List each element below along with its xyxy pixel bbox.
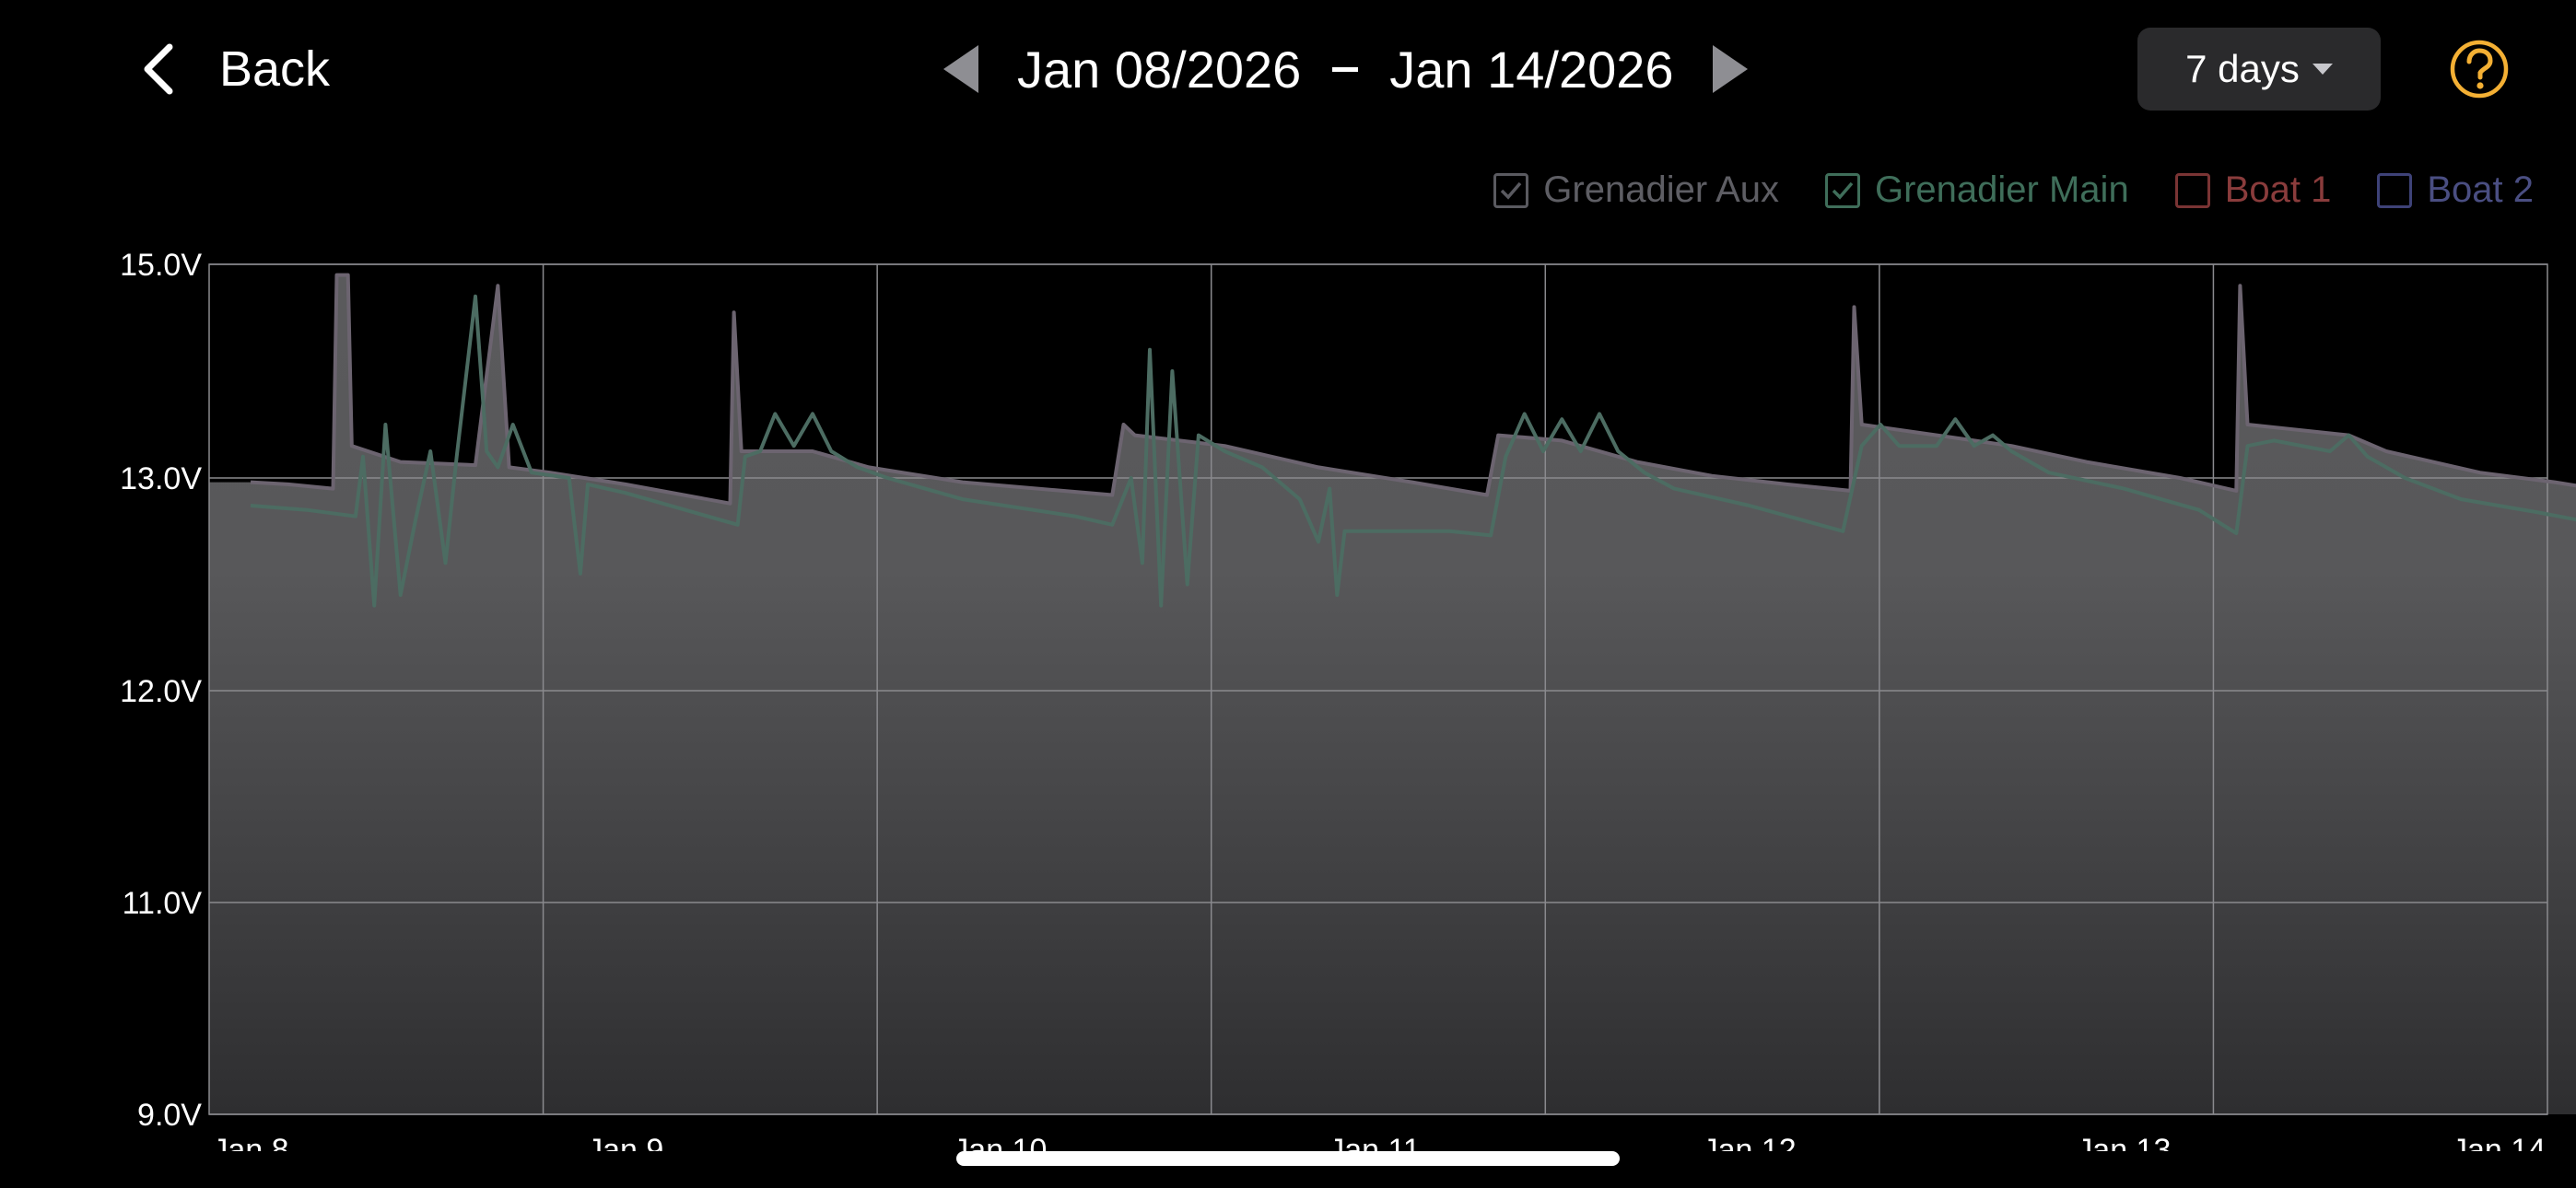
next-range-icon[interactable] bbox=[1709, 43, 1751, 95]
range-dash bbox=[1332, 66, 1359, 72]
y-tick-label: 13.0V bbox=[120, 461, 202, 496]
checkmark-icon bbox=[1832, 181, 1854, 200]
back-button[interactable]: Back bbox=[138, 35, 330, 103]
x-tick-label: Jan 10 bbox=[953, 1133, 1047, 1151]
back-label: Back bbox=[219, 41, 331, 97]
y-tick-label: 15.0V bbox=[120, 248, 202, 283]
range-start-date: Jan 08/2026 bbox=[1017, 40, 1302, 99]
area-fill bbox=[209, 274, 2576, 1114]
x-tick-label: Jan 11 bbox=[1329, 1133, 1421, 1151]
chevron-left-icon bbox=[144, 43, 173, 95]
x-tick-label: Jan 13 bbox=[2077, 1133, 2171, 1151]
home-indicator bbox=[956, 1151, 1620, 1166]
legend-checkbox[interactable] bbox=[1493, 172, 1529, 208]
voltage-chart: 15.0V 13.0V 12.0V 11.0V 9.0V Jan 8 Jan 9 Jan 10… bbox=[120, 248, 2576, 1151]
y-tick-label: 9.0V bbox=[137, 1098, 202, 1133]
checkmark-icon bbox=[1501, 181, 1522, 200]
legend-label: Boat 1 bbox=[2224, 169, 2332, 210]
top-bar: Back Jan 08/2026 Jan 14/2026 7 days bbox=[0, 0, 2576, 138]
previous-range-icon[interactable] bbox=[940, 43, 982, 95]
legend-checkbox[interactable] bbox=[1825, 172, 1860, 208]
legend-item-grenadier-aux[interactable]: Grenadier Aux bbox=[1493, 169, 1779, 211]
series-layer bbox=[250, 273, 2576, 608]
legend-checkbox[interactable] bbox=[2174, 172, 2210, 208]
legend-label: Boat 2 bbox=[2427, 169, 2534, 210]
tick-labels: 15.0V 13.0V 12.0V 11.0V 9.0V Jan 8 Jan 9 Jan 10… bbox=[120, 248, 2546, 1151]
legend-label: Grenadier Aux bbox=[1543, 169, 1779, 210]
plot-frame bbox=[208, 263, 2548, 1115]
legend-label: Grenadier Main bbox=[1875, 169, 2129, 210]
y-tick-label: 12.0V bbox=[120, 674, 202, 709]
grid-layer bbox=[208, 263, 2548, 1115]
legend-item-grenadier-main[interactable]: Grenadier Main bbox=[1825, 169, 2129, 211]
series-line bbox=[250, 294, 2576, 608]
legend-item-boat-2[interactable]: Boat 2 bbox=[2377, 169, 2534, 211]
range-end-date: Jan 14/2026 bbox=[1389, 40, 1674, 99]
area-layer bbox=[209, 274, 2576, 1114]
range-dropdown[interactable]: 7 days bbox=[2137, 28, 2381, 111]
chart-legend: Grenadier Aux Grenadier Main Boat 1 Boat… bbox=[1447, 169, 2534, 211]
help-icon[interactable] bbox=[2449, 39, 2510, 99]
series-line bbox=[250, 273, 2576, 506]
x-tick-label: Jan 14 bbox=[2452, 1133, 2546, 1151]
x-tick-label: Jan 12 bbox=[1703, 1133, 1797, 1151]
legend-item-boat-1[interactable]: Boat 1 bbox=[2174, 169, 2332, 211]
date-range: Jan 08/2026 Jan 14/2026 bbox=[940, 35, 1751, 103]
x-tick-label: Jan 9 bbox=[587, 1133, 663, 1151]
range-dropdown-value: 7 days bbox=[2185, 47, 2300, 90]
legend-checkbox[interactable] bbox=[2377, 172, 2413, 208]
y-tick-label: 11.0V bbox=[123, 886, 203, 921]
chevron-down-icon bbox=[2312, 64, 2333, 75]
x-tick-label: Jan 8 bbox=[212, 1133, 288, 1151]
